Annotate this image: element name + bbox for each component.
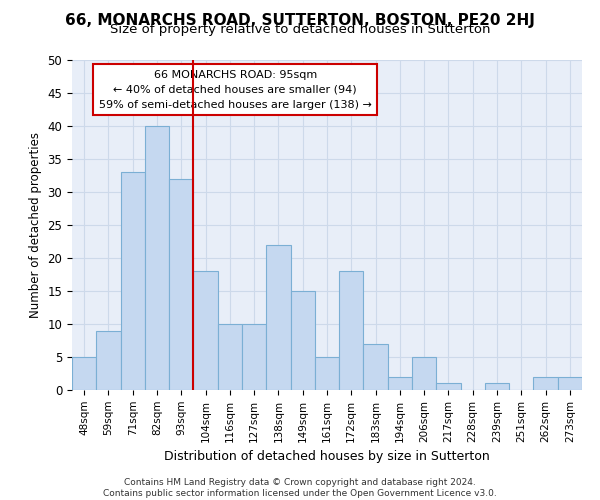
Bar	[121, 172, 145, 390]
Bar	[290, 291, 315, 390]
Y-axis label: Number of detached properties: Number of detached properties	[29, 132, 42, 318]
Bar	[364, 344, 388, 390]
Bar	[412, 357, 436, 390]
Bar	[145, 126, 169, 390]
Bar	[266, 245, 290, 390]
Bar	[72, 357, 96, 390]
Bar	[339, 271, 364, 390]
Text: 66 MONARCHS ROAD: 95sqm
← 40% of detached houses are smaller (94)
59% of semi-de: 66 MONARCHS ROAD: 95sqm ← 40% of detache…	[99, 70, 371, 110]
Bar	[533, 377, 558, 390]
Bar	[96, 330, 121, 390]
Bar	[388, 377, 412, 390]
Bar	[315, 357, 339, 390]
Bar	[242, 324, 266, 390]
Text: Size of property relative to detached houses in Sutterton: Size of property relative to detached ho…	[110, 22, 490, 36]
Text: 66, MONARCHS ROAD, SUTTERTON, BOSTON, PE20 2HJ: 66, MONARCHS ROAD, SUTTERTON, BOSTON, PE…	[65, 12, 535, 28]
Bar	[193, 271, 218, 390]
Bar	[558, 377, 582, 390]
X-axis label: Distribution of detached houses by size in Sutterton: Distribution of detached houses by size …	[164, 450, 490, 463]
Bar	[218, 324, 242, 390]
Text: Contains HM Land Registry data © Crown copyright and database right 2024.
Contai: Contains HM Land Registry data © Crown c…	[103, 478, 497, 498]
Bar	[169, 179, 193, 390]
Bar	[436, 384, 461, 390]
Bar	[485, 384, 509, 390]
